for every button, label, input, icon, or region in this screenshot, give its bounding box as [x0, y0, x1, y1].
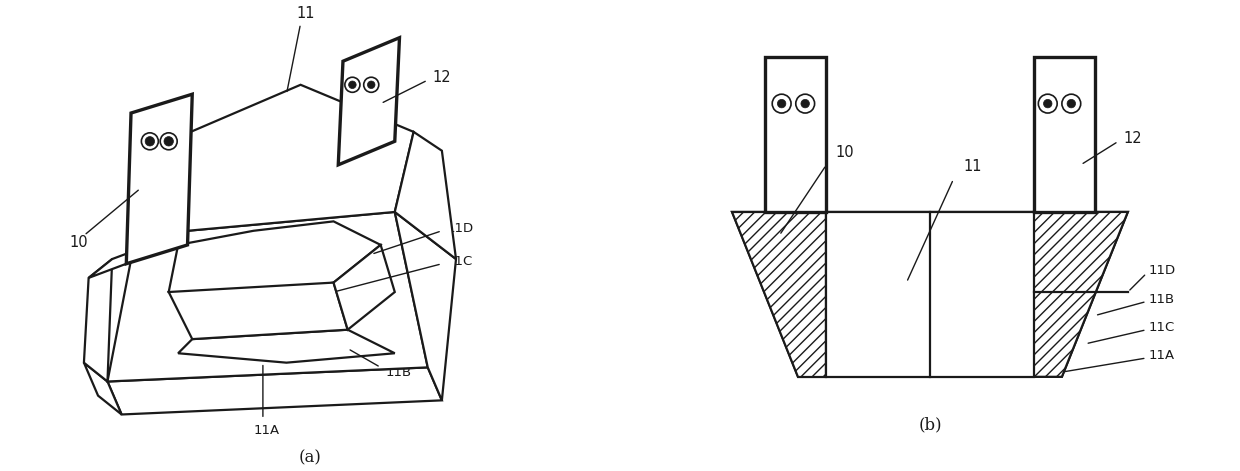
Polygon shape [394, 132, 456, 259]
Circle shape [345, 77, 360, 92]
Polygon shape [169, 283, 347, 339]
Circle shape [773, 94, 791, 113]
Polygon shape [84, 259, 112, 382]
Polygon shape [1034, 57, 1095, 212]
Polygon shape [826, 212, 1034, 377]
Text: 11D: 11D [1149, 264, 1177, 277]
Text: 11B: 11B [386, 365, 412, 379]
Polygon shape [334, 245, 394, 330]
Polygon shape [179, 330, 394, 363]
Polygon shape [169, 221, 381, 297]
Polygon shape [135, 85, 414, 236]
Text: 11: 11 [963, 159, 982, 174]
Circle shape [367, 81, 374, 89]
Polygon shape [108, 367, 441, 414]
Circle shape [796, 94, 815, 113]
Circle shape [141, 133, 159, 150]
Polygon shape [394, 212, 456, 400]
Circle shape [1068, 99, 1075, 108]
Circle shape [801, 99, 810, 108]
Polygon shape [732, 212, 1128, 377]
Text: (a): (a) [299, 449, 321, 466]
Circle shape [777, 99, 786, 108]
Polygon shape [84, 363, 122, 414]
Polygon shape [765, 57, 826, 212]
Text: 11D: 11D [446, 222, 474, 235]
Circle shape [145, 137, 155, 146]
Circle shape [1044, 99, 1052, 108]
Text: 10: 10 [836, 145, 854, 160]
Circle shape [160, 133, 177, 150]
Polygon shape [1034, 212, 1128, 377]
Circle shape [1061, 94, 1081, 113]
Text: 11B: 11B [1149, 292, 1176, 306]
Text: 10: 10 [69, 235, 88, 250]
Circle shape [164, 137, 174, 146]
Polygon shape [126, 94, 192, 264]
Text: 12: 12 [433, 70, 451, 85]
Polygon shape [339, 38, 399, 165]
Text: 12: 12 [1123, 131, 1142, 146]
Polygon shape [88, 245, 150, 278]
Text: (b): (b) [918, 416, 942, 433]
Text: 11C: 11C [446, 255, 472, 268]
Circle shape [363, 77, 378, 92]
Text: 11C: 11C [1149, 321, 1176, 334]
Circle shape [348, 81, 356, 89]
Circle shape [1038, 94, 1058, 113]
Text: 11: 11 [296, 6, 315, 21]
Text: 11A: 11A [1149, 349, 1176, 362]
Polygon shape [732, 212, 826, 377]
Polygon shape [108, 212, 428, 382]
Text: 11A: 11A [253, 424, 279, 438]
